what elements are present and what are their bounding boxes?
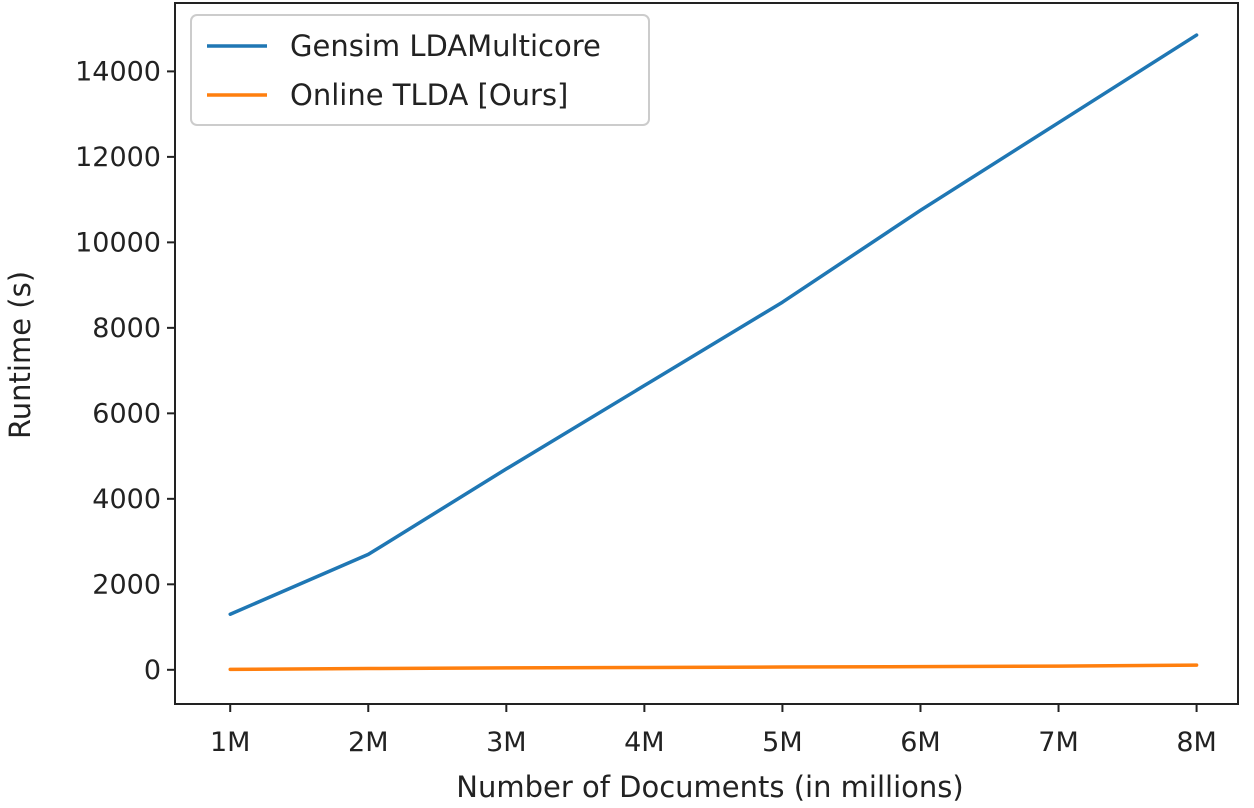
- x-tick-label: 6M: [900, 727, 940, 758]
- legend-box: [190, 14, 650, 126]
- x-tick-label: 3M: [486, 727, 526, 758]
- legend-label-tlda: Online TLDA [Ours]: [290, 78, 568, 112]
- series-line-1: [228, 663, 1199, 672]
- x-tick-label: 5M: [762, 727, 802, 758]
- y-tick-label: 0: [144, 655, 161, 686]
- y-tick-label: 8000: [92, 313, 161, 344]
- x-axis: 1M 2M 3M 4M 5M 6M 7M 8M: [210, 704, 1217, 758]
- x-tick-label: 2M: [348, 727, 388, 758]
- legend-label-gensim: Gensim LDAMulticore: [290, 29, 601, 63]
- y-tick-label: 4000: [92, 484, 161, 515]
- x-tick-label: 1M: [210, 727, 250, 758]
- y-axis: 0 2000 4000 6000 8000 10000 12000 14000: [75, 56, 175, 686]
- y-tick-label: 10000: [75, 227, 161, 258]
- legend: Gensim LDAMulticore Online TLDA [Ours]: [190, 14, 650, 126]
- x-tick-label: 8M: [1176, 727, 1216, 758]
- series-line-0: [228, 33, 1199, 616]
- y-tick-label: 2000: [92, 569, 161, 600]
- x-tick-label: 4M: [624, 727, 664, 758]
- series-lines: [228, 33, 1199, 672]
- y-tick-label: 6000: [92, 398, 161, 429]
- y-tick-label: 12000: [75, 142, 161, 173]
- x-axis-label: Number of Documents (in millions): [456, 770, 963, 804]
- y-axis-label: Runtime (s): [3, 271, 37, 439]
- x-tick-label: 7M: [1038, 727, 1078, 758]
- y-tick-label: 14000: [75, 56, 161, 87]
